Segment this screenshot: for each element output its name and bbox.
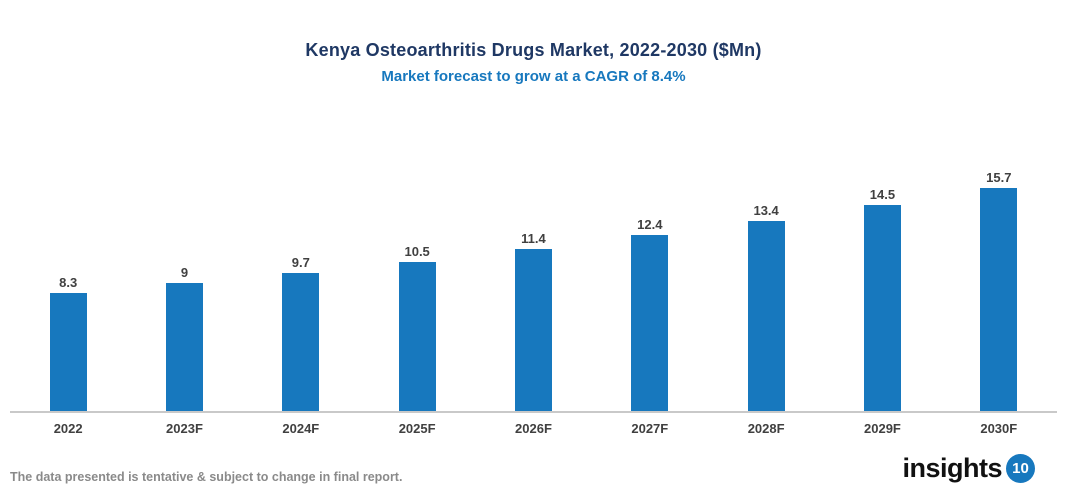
bar-value-label: 10.5 bbox=[404, 244, 430, 259]
bar-column: 9 bbox=[126, 265, 242, 411]
x-axis-label: 2027F bbox=[631, 421, 669, 436]
bar-value-label: 9 bbox=[180, 265, 189, 280]
bar bbox=[282, 273, 320, 411]
x-axis-label: 2022 bbox=[53, 421, 83, 436]
chart-page: Kenya Osteoarthritis Drugs Market, 2022-… bbox=[0, 40, 1067, 494]
x-axis-label: 2024F bbox=[282, 421, 320, 436]
bar bbox=[863, 205, 901, 411]
bar-column: 13.4 bbox=[708, 203, 824, 411]
bar bbox=[747, 221, 785, 411]
bar-value-label: 12.4 bbox=[637, 217, 663, 232]
bar-chart: 8.3 9 9.7 10.5 11.4 12.4 13.4 14.5 15.7 2022 2023… bbox=[10, 168, 1057, 436]
bar-value-label: 9.7 bbox=[291, 255, 310, 270]
bar-value-label: 13.4 bbox=[753, 203, 779, 218]
bar bbox=[49, 293, 87, 411]
bar bbox=[514, 249, 552, 411]
plot-area: 8.3 9 9.7 10.5 11.4 12.4 13.4 14.5 15.7 bbox=[10, 168, 1057, 413]
chart-subtitle: Market forecast to grow at a CAGR of 8.4… bbox=[381, 68, 686, 85]
bar-value-label: 15.7 bbox=[986, 170, 1012, 185]
bar-value-label: 11.4 bbox=[521, 231, 546, 246]
x-axis-label: 2025F bbox=[398, 421, 436, 436]
chart-title: Kenya Osteoarthritis Drugs Market, 2022-… bbox=[305, 40, 762, 60]
x-axis: 2022 2023F 2024F 2025F 2026F 2027F 2028F 2029F 2… bbox=[10, 413, 1057, 436]
bar-column: 14.5 bbox=[824, 187, 940, 411]
bar-column: 9.7 bbox=[243, 255, 359, 411]
bar-column: 8.3 bbox=[10, 275, 126, 411]
insights10-logo: insights 10 bbox=[902, 453, 1035, 484]
x-axis-label: 2026F bbox=[515, 421, 552, 436]
logo-badge-icon: 10 bbox=[1006, 454, 1035, 483]
bar-value-label: 8.3 bbox=[59, 275, 78, 290]
bar bbox=[980, 188, 1018, 411]
bar-column: 15.7 bbox=[941, 170, 1057, 411]
x-axis-label: 2030F bbox=[980, 421, 1018, 436]
x-axis-label: 2023F bbox=[166, 421, 203, 436]
bar-column: 12.4 bbox=[592, 217, 708, 411]
bar-column: 10.5 bbox=[359, 244, 475, 411]
logo-wordmark: insights bbox=[902, 453, 1002, 483]
disclaimer-text: The data presented is tentative & subjec… bbox=[10, 470, 403, 484]
bar bbox=[631, 235, 669, 411]
x-axis-label: 2029F bbox=[864, 421, 901, 436]
bar bbox=[165, 283, 203, 411]
bar-value-label: 14.5 bbox=[869, 187, 896, 202]
bar-column: 11.4 bbox=[475, 231, 591, 411]
bar bbox=[398, 262, 436, 411]
x-axis-label: 2028F bbox=[747, 421, 785, 436]
